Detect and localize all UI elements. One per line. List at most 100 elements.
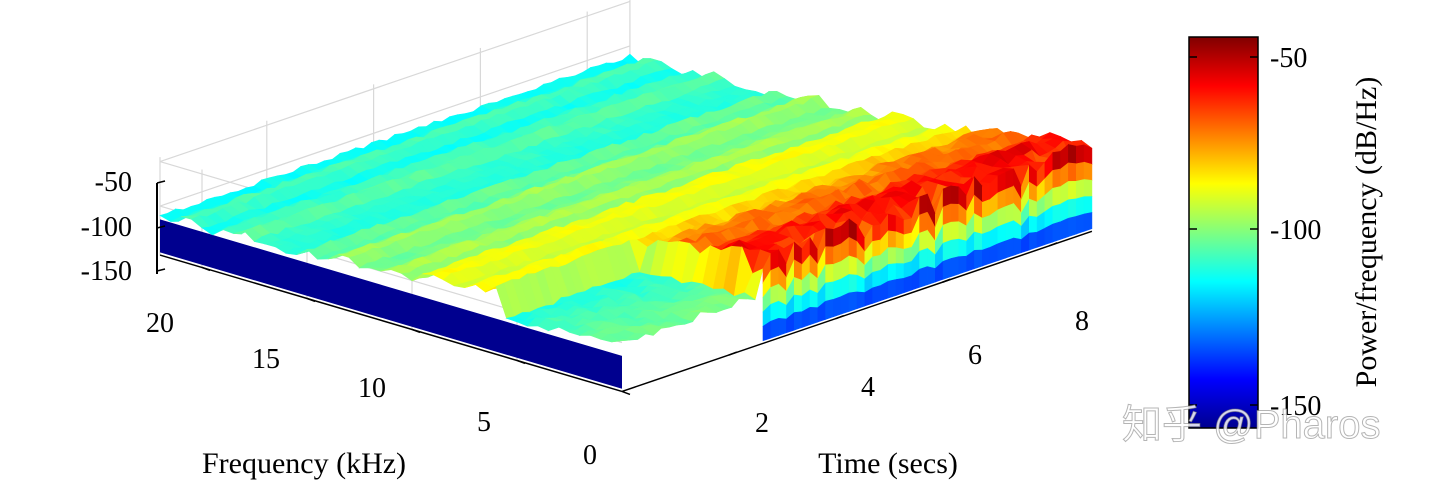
surface-curtain-patch — [1060, 217, 1069, 240]
surface-curtain-patch — [974, 231, 983, 251]
surface-curtain-patch — [974, 249, 983, 270]
surface-curtain-patch — [919, 247, 928, 270]
surface-curtain-patch — [903, 218, 913, 236]
surface-curtain-patch — [942, 203, 952, 226]
surface-curtain-patch — [1052, 186, 1061, 207]
surface-patch — [611, 339, 630, 343]
surface-side-face — [160, 219, 622, 389]
surface-curtain-patch — [770, 283, 779, 305]
grid-line — [159, 45, 631, 207]
time-tick — [942, 278, 951, 283]
surface-curtain-patch — [825, 281, 834, 302]
surface-curtain-patch — [1076, 213, 1085, 235]
surface-curtain-patch — [887, 230, 897, 249]
surface-curtain-patch — [950, 238, 960, 259]
surface-curtain-patch — [1068, 180, 1077, 201]
surface-curtain-patch — [919, 266, 928, 288]
z-tick-label: -150 — [81, 256, 132, 287]
surface-curtain-patch — [793, 276, 803, 297]
surface-curtain-patch — [981, 198, 991, 219]
surface-curtain-patch — [997, 240, 1007, 262]
surface-curtain-patch — [1005, 168, 1014, 190]
frequency-tick — [201, 266, 211, 272]
frequency-tick-label: 0 — [583, 440, 597, 471]
surface-curtain-patch — [872, 224, 881, 242]
surface-curtain-patch — [958, 238, 967, 257]
time-tick — [728, 351, 738, 356]
surface-curtain-patch — [1005, 203, 1014, 225]
time-axis-ticks: 2 4 6 8 — [755, 306, 1089, 439]
surface-curtain-patch — [1029, 231, 1038, 251]
surface-curtain-patch — [1052, 221, 1061, 243]
surface-curtain-patch — [981, 182, 991, 203]
frequency-tick — [621, 390, 631, 396]
surface-curtain-patch — [840, 292, 850, 315]
surface-curtain-patch — [793, 294, 803, 313]
surface-curtain-patch — [1005, 237, 1014, 259]
colorbar: -50 -100 -150 Power/frequency (dB/Hz) — [1188, 36, 1383, 429]
frequency-tick-label: 5 — [477, 407, 491, 438]
surface-curtain-patch — [950, 185, 960, 205]
surface-curtain-patch — [833, 225, 842, 248]
surface-curtain-patch — [997, 223, 1007, 245]
surface-curtain-patch — [887, 279, 897, 299]
surface-curtain-patch — [950, 221, 960, 241]
frequency-tick-label: 20 — [146, 308, 174, 339]
surface-curtain-patch — [872, 254, 881, 273]
surface-curtain-patch — [848, 255, 858, 276]
z-tick — [156, 225, 166, 229]
time-axis-line — [621, 230, 1093, 393]
surface-curtain-patch — [919, 211, 928, 234]
surface-curtain-patch — [1068, 216, 1077, 238]
surface-curtain-patch — [895, 247, 905, 265]
surface-curtain-patch — [770, 317, 779, 339]
surface-curtain-patch — [1076, 196, 1085, 217]
surface-curtain-patch — [848, 274, 858, 294]
surface-curtain-patch — [825, 263, 834, 284]
surface-curtain-patch — [981, 246, 991, 267]
surface-curtain-patch — [1052, 203, 1061, 225]
surface-curtain-patch — [833, 243, 842, 265]
surface-curtain-patch — [903, 275, 913, 294]
surface-curtain-patch — [770, 300, 779, 322]
colorbar-tick-label: -150 — [1270, 391, 1321, 422]
surface-curtain-patch — [887, 247, 897, 265]
colorbar-tick-label: -50 — [1270, 43, 1307, 74]
surface-curtain-patch — [1083, 212, 1093, 232]
surface-curtain-patch — [942, 185, 952, 208]
time-tick — [835, 314, 844, 320]
surface-curtain-patch — [825, 298, 834, 320]
frequency-axis-label: Frequency (kHz) — [202, 447, 406, 480]
frequency-tick — [516, 359, 526, 365]
surface-curtain-patch — [942, 239, 952, 262]
frequency-axis-line — [159, 254, 623, 393]
z-tick-label: -100 — [81, 212, 132, 243]
z-axis-ticks: -50 -100 -150 — [81, 167, 132, 287]
surface-curtain-patch — [833, 278, 842, 300]
frequency-tick-label: 15 — [252, 344, 280, 375]
surface-curtain-patch — [872, 269, 881, 289]
surface-curtain-patch — [1029, 198, 1038, 218]
surface-curtain-patch — [1076, 179, 1085, 200]
surface-curtain-patch — [793, 311, 803, 331]
surface-curtain-patch — [950, 256, 960, 278]
surface-curtain-patch — [981, 214, 991, 235]
surface-curtain-patch — [895, 263, 905, 280]
surface-curtain-patch — [872, 239, 881, 258]
surface-curtain-patch — [895, 277, 905, 296]
surface-curtain-patch — [856, 291, 866, 310]
surface-curtain-patch — [903, 260, 913, 279]
surface-curtain-patch — [942, 221, 952, 244]
surface-curtain-patch — [825, 246, 834, 266]
surface-curtain-patch — [950, 203, 960, 223]
colorbar-tick-label: -100 — [1270, 215, 1321, 246]
surface-curtain-patch — [919, 229, 928, 252]
z-tick — [156, 180, 166, 184]
surface-curtain-patch — [1083, 144, 1093, 165]
surface-curtain-patch — [1083, 161, 1093, 181]
surface-curtain-patch — [872, 285, 881, 304]
time-tick-label: 4 — [861, 372, 875, 403]
surface-curtain-patch — [1005, 220, 1014, 242]
surface-curtain-patch — [833, 296, 842, 318]
surface-curtain-patch — [919, 193, 928, 216]
